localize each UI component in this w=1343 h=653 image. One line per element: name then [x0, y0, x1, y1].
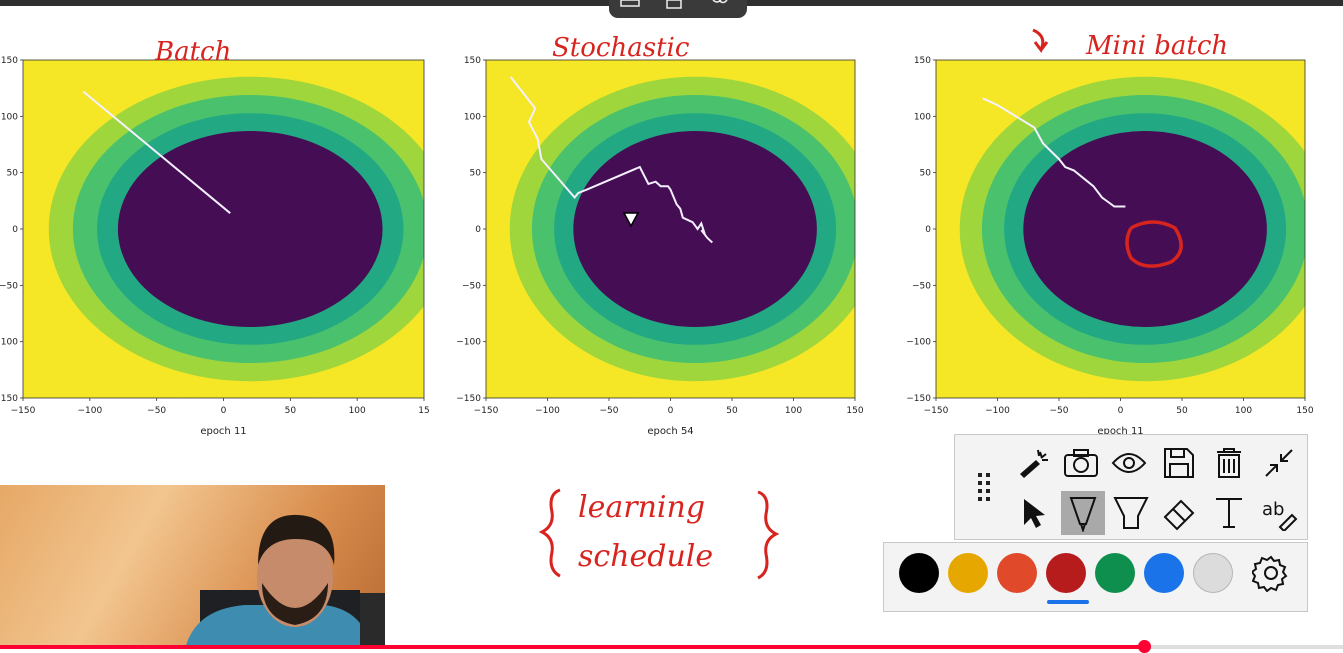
laser-pointer-icon[interactable]	[1011, 441, 1055, 485]
camera-icon[interactable]	[1059, 441, 1103, 485]
trash-icon[interactable]	[1207, 441, 1251, 485]
y-tick-label: 0	[475, 225, 481, 235]
x-tick-label: −50	[600, 406, 619, 416]
x-tick-label: −150	[11, 406, 36, 416]
x-axis-label: epoch 11	[1097, 426, 1143, 437]
color-swatch[interactable]	[1193, 553, 1233, 593]
grip-handle-icon[interactable]	[977, 473, 993, 503]
selected-color-indicator	[1047, 600, 1089, 604]
x-tick-label: 50	[285, 406, 297, 416]
ink-mini-batch: Mini batch	[1085, 31, 1228, 61]
ink-batch: Batch	[154, 37, 231, 67]
y-tick-label: −100	[0, 338, 18, 348]
pen-icon[interactable]	[1061, 491, 1105, 535]
pip-icon[interactable]	[620, 0, 640, 7]
text-icon[interactable]	[1207, 491, 1251, 535]
y-tick-label: 50	[470, 169, 482, 179]
x-tick-label: −150	[474, 406, 499, 416]
audio-icon[interactable]	[712, 0, 728, 4]
y-tick-label: 150	[914, 56, 931, 66]
save-icon[interactable]	[1157, 441, 1201, 485]
plot-stochastic: −150 −100 −50 0 50 100 150 150 100 50 0 −50 −100 −150…	[456, 56, 864, 437]
color-swatch[interactable]	[997, 553, 1037, 593]
contour-minimum-region	[117, 130, 383, 328]
x-tick-label: −50	[1050, 406, 1069, 416]
x-tick-label: 150	[1296, 406, 1313, 416]
y-tick-label: −50	[0, 281, 18, 291]
ink-circle	[1125, 220, 1183, 268]
x-tick-label: 0	[1118, 406, 1124, 416]
descent-path	[509, 76, 713, 244]
viewer-tools	[609, 0, 747, 18]
eye-icon[interactable]	[1107, 441, 1151, 485]
ink-stochastic: Stochastic	[552, 33, 690, 63]
x-tick-label: −50	[147, 406, 166, 416]
color-swatch[interactable]	[1144, 553, 1184, 593]
y-tick-label: −50	[462, 281, 481, 291]
x-tick-label: 0	[221, 406, 227, 416]
color-palette	[883, 542, 1308, 612]
x-axis-label: epoch 54	[647, 426, 693, 437]
x-axis-label: epoch 11	[200, 426, 246, 437]
y-tick-label: 0	[925, 225, 931, 235]
x-tick-label: −100	[985, 406, 1010, 416]
x-tick-label: −100	[535, 406, 560, 416]
contour-minimum-region	[573, 130, 817, 328]
x-tick-label: 50	[1176, 406, 1188, 416]
descent-path	[82, 90, 231, 214]
y-tick-label: 150	[1, 56, 18, 66]
x-tick-label: 50	[726, 406, 738, 416]
ink-learning: learning	[578, 490, 705, 525]
x-tick-label: 15	[418, 406, 429, 416]
y-tick-label: 150	[464, 56, 481, 66]
x-tick-label: 150	[846, 406, 863, 416]
drawing-toolbox: ab	[954, 434, 1308, 540]
y-tick-label: −100	[906, 338, 931, 348]
y-tick-label: 100	[914, 112, 931, 122]
y-tick-label: −100	[456, 338, 481, 348]
y-tick-label: −150	[456, 394, 481, 404]
highlighter-icon[interactable]	[1109, 491, 1153, 535]
x-tick-label: 0	[668, 406, 674, 416]
x-tick-label: 100	[785, 406, 802, 416]
text-highlight-icon[interactable]: ab	[1257, 491, 1301, 535]
captions-icon[interactable]	[666, 0, 682, 9]
ink-brace-left	[538, 488, 561, 578]
x-tick-label: 100	[349, 406, 366, 416]
y-tick-label: −150	[906, 394, 931, 404]
x-tick-label: −100	[77, 406, 102, 416]
color-swatch[interactable]	[1046, 553, 1086, 593]
color-swatch[interactable]	[1095, 553, 1135, 593]
y-tick-label: −150	[0, 394, 18, 404]
x-tick-label: 100	[1235, 406, 1252, 416]
y-tick-label: 50	[7, 169, 19, 179]
ink-arrow	[1032, 28, 1049, 53]
y-tick-label: 100	[464, 112, 481, 122]
select-cursor-icon[interactable]	[1011, 491, 1055, 535]
ink-schedule: schedule	[578, 539, 713, 574]
y-tick-label: 0	[12, 225, 18, 235]
descent-path	[982, 97, 1126, 208]
cursor-icon	[622, 212, 640, 228]
eraser-icon[interactable]	[1157, 491, 1201, 535]
x-tick-label: −150	[924, 406, 949, 416]
y-tick-label: 100	[1, 112, 18, 122]
y-tick-label: −50	[912, 281, 931, 291]
color-swatch[interactable]	[948, 553, 988, 593]
webcam-video	[0, 485, 385, 649]
gear-icon[interactable]	[1251, 553, 1291, 593]
contour-plots: −150 −100 −50 0 50 100 15 150 100 50 0 −50 −100 −150 e…	[0, 56, 1314, 437]
color-swatch[interactable]	[899, 553, 939, 593]
video-progress-fill	[0, 645, 1145, 649]
y-tick-label: 50	[920, 169, 932, 179]
plot-batch: −150 −100 −50 0 50 100 15 150 100 50 0 −50 −100 −150 e…	[0, 56, 430, 437]
video-scrubber-knob[interactable]	[1138, 640, 1152, 653]
presenter-image	[185, 514, 385, 649]
ink-brace-right	[757, 490, 780, 580]
svg-text:ab: ab	[1262, 499, 1284, 520]
plot-mini-batch: −150 −100 −50 0 50 100 150 150 100 50 0 −50 −100 −150…	[906, 56, 1314, 437]
collapse-icon[interactable]	[1257, 441, 1301, 485]
